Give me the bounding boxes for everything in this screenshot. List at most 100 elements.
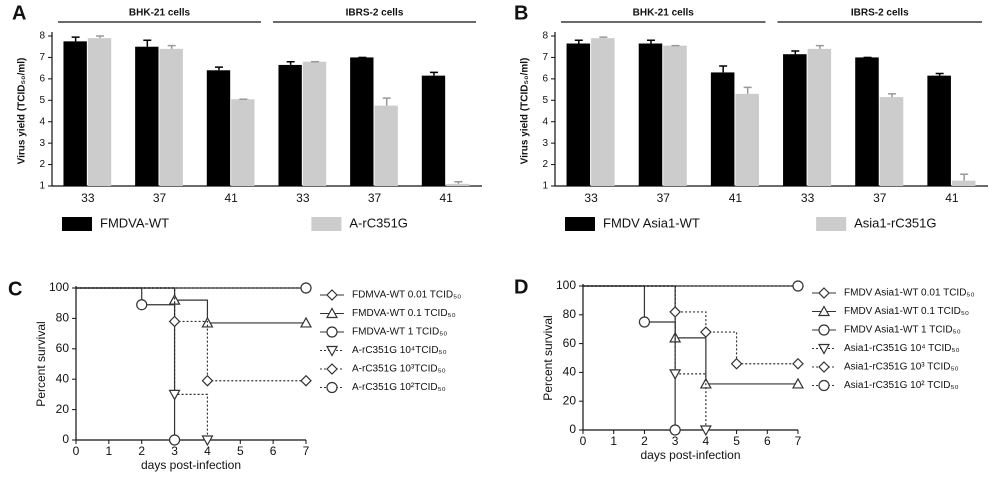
legend-marker [326,326,338,338]
legend-marker [818,324,830,336]
y-tick-label: 1 [39,181,45,192]
bar [879,97,904,186]
legend-label: A-rC351G 10³TCID₅₀ [352,364,446,375]
marker [792,280,804,292]
marker [669,424,681,436]
legend-label: A-rC351G 10⁴TCID₅₀ [352,345,447,356]
marker [699,425,712,437]
y-tick-label: 100 [49,280,69,294]
marker [168,315,181,328]
x-tick-label: 3 [171,444,178,458]
panel-label: C [8,278,22,300]
x-tick-label: 7 [795,434,802,448]
bar [302,61,327,186]
legend-marker [325,307,339,319]
x-axis-label: days post-infection [640,448,740,462]
error-bar [719,65,728,73]
y-axis-label: Percent survival [541,315,555,400]
legend-marker [325,345,339,357]
axis [554,32,988,187]
y-tick-label: 20 [56,402,70,416]
bar [206,70,231,186]
x-tick-label: 33 [801,191,815,205]
error-bar [429,71,438,76]
survival-line [76,287,306,324]
bar [278,64,302,186]
y-tick-label: 0 [62,432,69,446]
y-tick-label: 1 [542,181,548,192]
error-bar [791,50,800,55]
marker [730,357,743,370]
error-bar [286,60,295,65]
bar [855,57,879,186]
bar [159,48,183,186]
bar [374,105,398,186]
marker [168,434,181,446]
error-bar [743,86,752,94]
error-bar [71,36,80,42]
y-tick-label: 8 [542,31,548,42]
x-tick-label: 33 [584,191,598,205]
survival-line [583,285,798,365]
legend-label: FMDV Asia1-WT 0.01 TCID₅₀ [844,288,975,299]
survival-line [76,287,176,440]
legend-marker [326,363,338,375]
legend-marker [326,289,338,301]
group-label: IBRS-2 cells [851,8,909,19]
y-tick-label: 20 [563,393,577,407]
legend-label: Asia1-rC351G 10² TCID₅₀ [844,380,959,391]
legend-label: FMDVA-WT [100,215,169,230]
marker [300,374,312,387]
bar [566,43,591,186]
legend-label: FMDV Asia1-WT [603,215,700,230]
y-tick-label: 80 [56,311,70,325]
legend-marker [818,287,830,299]
y-tick-label: 2 [542,159,548,170]
y-tick-label: 4 [39,116,45,127]
bar [807,48,832,186]
y-tick-label: 5 [542,95,548,106]
bar [638,43,663,186]
x-tick-label: 6 [764,434,771,448]
x-tick-label: 41 [729,191,743,205]
y-tick-label: 8 [39,31,45,42]
x-tick-label: 4 [204,444,211,458]
legend-marker [817,305,831,317]
legend-label: FMDVA-WT 0.1 TCID₅₀ [352,308,456,319]
y-tick-label: 6 [39,73,45,84]
group-label: BHK-21 cells [129,8,191,19]
bar [350,57,374,186]
x-tick-label: 41 [439,191,453,205]
marker [669,306,681,318]
x-axis-label: days post-infection [141,458,241,472]
marker [299,316,313,328]
group-label: BHK-21 cells [633,8,695,19]
marker [669,369,682,381]
y-tick-label: 40 [563,365,577,379]
survival-line [583,285,798,385]
error-bar [382,97,391,106]
marker [791,377,805,389]
survival-line [76,287,306,382]
bar [735,93,759,186]
error-bar [888,93,897,98]
legend-label: A-rC351G [349,215,408,230]
y-tick-label: 3 [542,138,548,149]
error-bar [143,39,152,47]
axis [51,32,482,187]
bar [63,41,87,186]
y-axis-label: Virus yield (TCID₅₀/ml) [17,58,28,165]
x-tick-label: 1 [106,444,113,458]
x-tick-label: 5 [237,444,244,458]
bar [927,75,951,186]
x-tick-label: 7 [303,444,310,458]
x-tick-label: 5 [733,434,740,448]
x-tick-label: 41 [945,191,959,205]
legend-label: A-rC351G 10²TCID₅₀ [352,382,446,393]
bar [421,75,446,186]
legend-label: FMDVA-WT 1 TCID₅₀ [352,327,447,338]
x-tick-label: 37 [657,191,671,205]
x-tick-label: 3 [672,434,679,448]
x-tick-label: 4 [703,434,710,448]
error-bar [454,180,463,184]
